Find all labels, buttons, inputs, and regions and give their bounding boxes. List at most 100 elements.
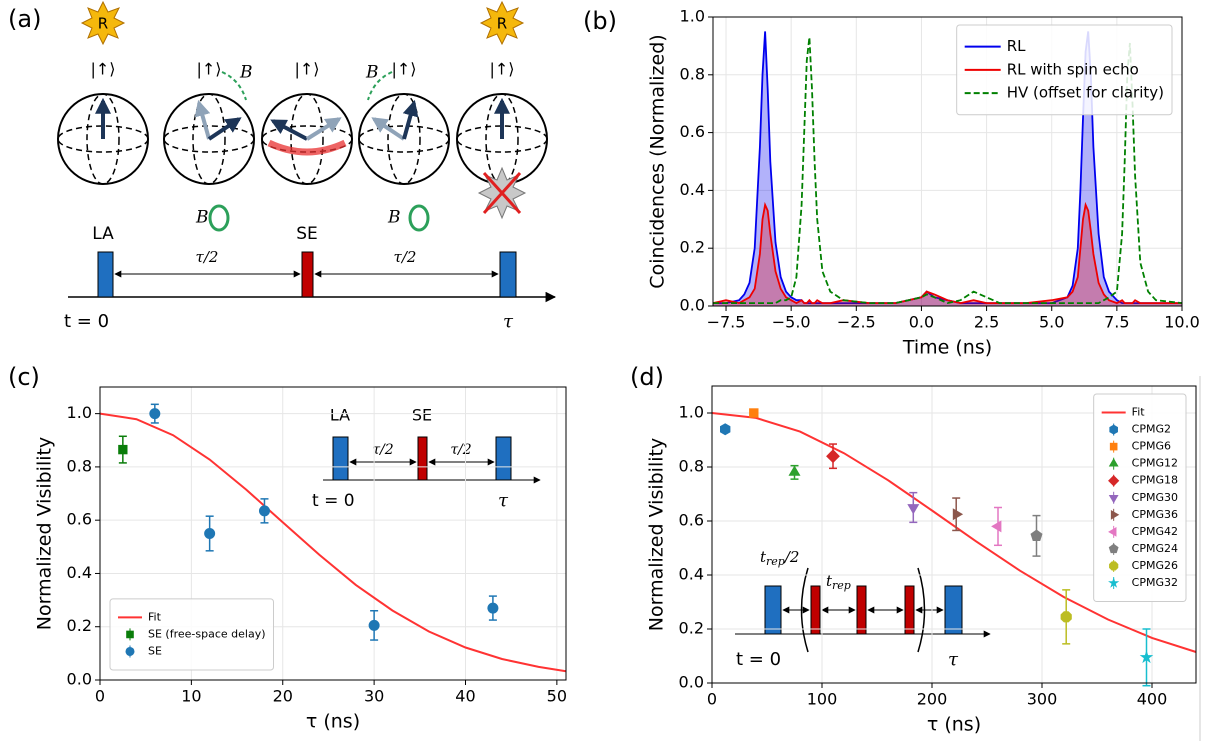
x-tick-label: 10.0 — [1164, 313, 1200, 332]
marker — [487, 602, 499, 614]
time-label: t = 0 — [64, 311, 109, 332]
line — [713, 31, 1182, 304]
marker — [1060, 611, 1072, 623]
interval-label: τ/2 — [394, 248, 417, 266]
x-axis-label: Time (ns) — [902, 337, 992, 359]
x-axis-label: τ (ns) — [306, 711, 360, 733]
y-tick-label: 0.8 — [679, 457, 704, 476]
equator — [456, 125, 548, 153]
y-tick-label: 1.0 — [67, 403, 92, 422]
y-tick-label: 0.6 — [67, 510, 92, 529]
sun: R — [479, 0, 525, 46]
area — [713, 204, 1182, 306]
marker — [788, 465, 801, 476]
equator — [358, 125, 450, 153]
legend: Fit SE (free-space delay) SE — [109, 598, 274, 671]
line — [99, 412, 567, 673]
x-tick-label: 40 — [455, 687, 475, 706]
legend: RL RL with spin echo HV (offset for clarit… — [956, 24, 1173, 116]
ket: |↑⟩ — [489, 60, 514, 79]
x-axis-label: τ (ns) — [927, 714, 981, 736]
equator — [57, 125, 149, 153]
x-tick-label: 300 — [1027, 690, 1058, 709]
equator — [261, 125, 353, 153]
inset-label-part: t — [826, 572, 833, 590]
inset-label: τ — [948, 649, 959, 670]
inset-label: trep — [826, 572, 851, 592]
legend: Fit CPMG2 CPMG6 CPMG12 CPMG18 CPMG30 CPMG36 CPM… — [1093, 393, 1187, 603]
legend-label: CPMG32 — [1132, 576, 1178, 589]
meridian — [192, 93, 226, 185]
chart: 0 100 200 300 400 0.0 0.2 0.4 0.6 0.8 1.0 τ (ns) Nor… — [646, 385, 1197, 736]
line — [713, 37, 1183, 305]
ket: |↑⟩ — [391, 60, 416, 79]
meridian — [290, 93, 324, 185]
y-axis-label: Coincidences (Normalized) — [647, 34, 669, 288]
line — [711, 412, 1197, 653]
x-tick-label: 10 — [181, 687, 201, 706]
legend-frame — [109, 598, 274, 671]
bloch-diagram: R R |↑⟩ |↑⟩ |↑⟩ |↑⟩ |↑⟩ B B B B LA SE — [57, 0, 557, 332]
marker — [149, 408, 161, 420]
x-tick-label: −5.0 — [772, 313, 811, 332]
legend-swatch — [1109, 424, 1118, 435]
sun-label: R — [98, 15, 108, 33]
legend-label: CPMG30 — [1132, 491, 1178, 504]
x-tick-label: 200 — [917, 690, 948, 709]
y-tick-label: 0.2 — [679, 619, 704, 638]
marker — [720, 423, 731, 436]
spin-arrow — [270, 119, 308, 141]
legend-swatch — [125, 646, 135, 656]
marker — [258, 505, 270, 517]
field-arrow — [367, 71, 393, 101]
x-tick-label: 0 — [95, 687, 105, 706]
legend-label: CPMG36 — [1132, 508, 1178, 521]
inset-label: τ/2 — [450, 442, 471, 458]
panel-label: (c) — [8, 363, 40, 391]
field-arrow — [221, 71, 247, 101]
legend-label: CPMG26 — [1132, 559, 1178, 572]
inset-label-part: rep — [832, 579, 851, 592]
legend-swatch — [1109, 561, 1119, 571]
panel-label: (d) — [630, 363, 664, 391]
legend-swatch — [126, 630, 134, 639]
x-tick-label: 5.0 — [1039, 313, 1064, 332]
marker — [749, 408, 759, 418]
legend-label: Fit — [148, 610, 162, 623]
x-tick-label: 0 — [707, 690, 717, 709]
inset-label: t = 0 — [736, 649, 781, 670]
spin-path — [267, 139, 347, 156]
y-tick-label: 0.6 — [679, 511, 704, 530]
area — [713, 31, 1182, 307]
legend-swatch — [1108, 495, 1119, 504]
ket: |↑⟩ — [90, 60, 115, 79]
rotation-icon — [408, 204, 430, 232]
spin-arrow — [402, 99, 419, 140]
legend-label: CPMG24 — [1132, 542, 1178, 555]
legend-frame — [956, 24, 1173, 116]
legend-label: Fit — [1132, 406, 1146, 419]
chart: −7.5 −5.0 −2.5 0.0 2.5 5.0 7.5 10.0 0.0 0.2 0.4 0.6… — [647, 7, 1200, 359]
legend-label: CPMG12 — [1132, 457, 1178, 470]
y-tick-label: 0.0 — [679, 673, 704, 692]
equator — [163, 125, 255, 153]
x-tick-label: −7.5 — [707, 313, 746, 332]
bloch-sphere — [261, 93, 353, 185]
legend-swatch — [1108, 577, 1120, 588]
marker — [368, 619, 380, 631]
pulse — [97, 251, 114, 298]
legend-label: RL — [1007, 37, 1026, 55]
y-tick-label: 0.6 — [680, 122, 705, 141]
plot-frame — [712, 16, 1183, 307]
plot-frame — [99, 386, 567, 681]
pulse-label: SE — [296, 224, 318, 244]
ket: |↑⟩ — [196, 60, 221, 79]
plot-frame — [711, 385, 1197, 684]
marker — [204, 528, 216, 539]
legend-swatch — [1108, 543, 1119, 554]
panel-label: (a) — [8, 5, 41, 33]
legend-swatch — [1108, 527, 1117, 537]
marker — [1139, 650, 1154, 664]
y-tick-label: 1.0 — [679, 403, 704, 422]
spin-arrow — [305, 117, 342, 141]
